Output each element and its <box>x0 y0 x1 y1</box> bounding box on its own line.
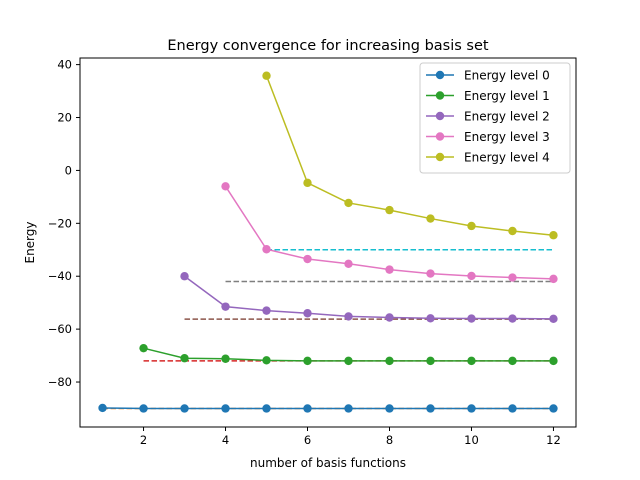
data-point <box>344 404 353 413</box>
data-point <box>303 309 312 318</box>
legend-box <box>419 62 571 174</box>
data-point <box>467 271 476 281</box>
data-point <box>508 314 517 323</box>
legend-marker <box>435 91 445 100</box>
y-tick-label: 20 <box>57 111 72 125</box>
data-point <box>385 205 394 215</box>
legend-label: Energy level 4 <box>464 151 550 165</box>
data-point <box>262 404 271 413</box>
data-point <box>508 226 517 236</box>
data-point <box>262 356 271 365</box>
legend-marker <box>435 111 445 121</box>
legend-entry: Energy level 4 <box>426 151 550 165</box>
y-tick-label: 40 <box>57 58 72 72</box>
data-point <box>426 214 435 223</box>
legend-marker <box>435 132 445 141</box>
legend-label: Energy level 3 <box>464 130 550 144</box>
data-point <box>344 198 353 208</box>
legend-entry: Energy level 1 <box>426 89 550 103</box>
x-tick-label: 4 <box>222 433 229 447</box>
data-point <box>385 356 394 366</box>
data-point <box>508 404 517 413</box>
data-point <box>262 71 271 80</box>
y-tick-label: −60 <box>48 322 72 336</box>
x-axis-label: number of basis functions <box>250 456 406 470</box>
x-tick-label: 8 <box>386 433 393 447</box>
y-axis-label: Energy <box>23 221 37 263</box>
legend-label: Energy level 1 <box>464 89 550 103</box>
data-point <box>426 404 435 413</box>
data-point <box>98 403 107 413</box>
data-point <box>221 182 230 191</box>
data-point <box>385 404 394 413</box>
legend-entry: Energy level 3 <box>426 130 550 144</box>
y-tick-label: −20 <box>48 216 72 230</box>
series-energy-level-0 <box>98 403 558 413</box>
x-tick-label: 10 <box>464 433 479 447</box>
x-tick-label: 6 <box>304 433 311 447</box>
data-point <box>139 343 148 353</box>
legend: Energy level 0 Energy level 1 Energy level… <box>419 62 571 174</box>
x-tick-label: 12 <box>546 433 561 447</box>
data-point <box>221 302 230 311</box>
data-point <box>426 356 435 366</box>
data-point <box>467 356 476 366</box>
legend-label: Energy level 2 <box>464 110 550 124</box>
data-point <box>467 404 476 413</box>
data-point <box>467 314 476 323</box>
data-point <box>467 221 476 231</box>
legend-marker <box>435 70 445 80</box>
legend-label: Energy level 0 <box>464 69 550 83</box>
data-point <box>303 254 312 264</box>
data-point <box>303 356 312 366</box>
y-tick-label: −40 <box>48 269 72 283</box>
legend-marker <box>435 152 445 162</box>
data-point <box>180 354 189 363</box>
chart-title: Energy convergence for increasing basis … <box>167 38 489 54</box>
data-point <box>344 259 353 268</box>
series-energy-level-3 <box>221 182 558 284</box>
data-point <box>139 404 148 413</box>
data-point <box>262 245 271 254</box>
data-point <box>221 354 230 363</box>
data-point <box>385 265 394 274</box>
data-point <box>344 312 353 321</box>
axis-ticks: 2 4 6 8 10 12 40 20 0 −20 −40 −60 −80 <box>48 58 561 447</box>
series-line <box>184 275 554 320</box>
data-point <box>549 314 558 324</box>
data-point <box>303 178 312 188</box>
series-energy-level-2 <box>180 272 558 324</box>
series-energy-level-1 <box>139 343 558 366</box>
data-point <box>426 314 435 323</box>
data-point <box>508 356 517 366</box>
data-point <box>549 356 558 366</box>
data-point <box>180 272 189 281</box>
y-tick-label: 0 <box>65 163 72 177</box>
series-line <box>102 407 554 410</box>
series-line <box>265 75 554 236</box>
data-point <box>262 306 271 315</box>
axes-frame <box>79 57 577 428</box>
data-point <box>303 404 312 413</box>
legend-entry: Energy level 2 <box>426 110 550 124</box>
y-tick-label: −80 <box>48 375 72 389</box>
series-energy-level-4 <box>262 71 558 240</box>
plot-area <box>98 71 558 413</box>
data-point <box>549 274 558 284</box>
data-point <box>180 404 189 413</box>
data-point <box>221 404 230 413</box>
data-point <box>549 231 558 240</box>
x-tick-label: 2 <box>140 433 147 447</box>
data-point <box>426 269 435 278</box>
legend-entry: Energy level 0 <box>426 69 550 83</box>
data-point <box>385 313 394 322</box>
data-point <box>508 273 517 282</box>
data-point <box>344 356 353 366</box>
data-point <box>549 404 558 413</box>
